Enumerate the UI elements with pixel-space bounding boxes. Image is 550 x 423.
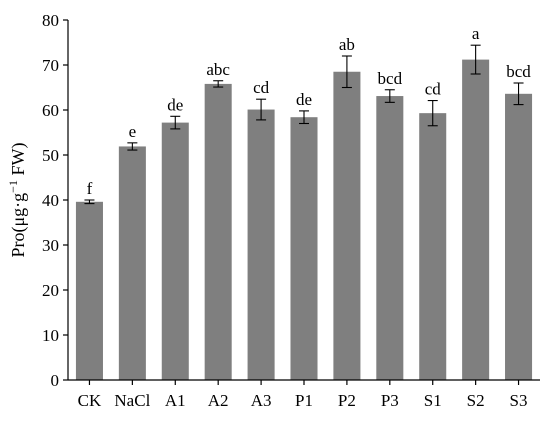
- y-tick-label-80: 80: [42, 11, 59, 30]
- x-tick-label-nacl: NaCl: [114, 391, 150, 410]
- significance-label-p2: ab: [339, 35, 355, 54]
- x-tick-label-a2: A2: [208, 391, 229, 410]
- y-axis-label-suffix: FW): [8, 143, 29, 181]
- x-tick-label-a3: A3: [251, 391, 272, 410]
- x-axis-ticks: CK NaCl A1 A2 A3 P1 P2 P3 S1 S2 S3: [78, 380, 528, 410]
- y-tick-label-50: 50: [42, 146, 59, 165]
- significance-label-p1: de: [296, 90, 312, 109]
- bar-a1: [161, 122, 189, 380]
- bar-s1: [419, 113, 447, 381]
- x-tick-label-a1: A1: [165, 391, 186, 410]
- bars-group: [75, 59, 533, 381]
- significance-label-p3: bcd: [378, 69, 403, 88]
- significance-label-a2: abc: [206, 60, 230, 79]
- y-tick-label-30: 30: [42, 236, 59, 255]
- x-tick-label-p1: P1: [295, 391, 313, 410]
- bar-ck: [75, 201, 103, 380]
- significance-label-ck: f: [87, 179, 93, 198]
- y-tick-label-10: 10: [42, 326, 59, 345]
- significance-label-s3: bcd: [506, 62, 531, 81]
- axes-group: [67, 20, 540, 381]
- x-tick-label-s1: S1: [424, 391, 442, 410]
- y-tick-label-60: 60: [42, 101, 59, 120]
- significance-label-s2: a: [472, 24, 480, 43]
- bar-a3: [247, 109, 275, 381]
- y-axis-label: Pro(μg·g−1 FW): [6, 143, 29, 258]
- bar-p3: [376, 96, 404, 381]
- bar-s3: [505, 93, 533, 381]
- x-tick-label-p3: P3: [381, 391, 399, 410]
- y-tick-label-0: 0: [51, 371, 60, 390]
- error-bars-group: [84, 44, 524, 205]
- y-axis-label-superscript: −1: [6, 180, 20, 193]
- x-tick-label-p2: P2: [338, 391, 356, 410]
- y-axis-label-text: Pro(μg·g−1 FW): [6, 143, 29, 258]
- y-tick-label-40: 40: [42, 191, 59, 210]
- y-tick-label-20: 20: [42, 281, 59, 300]
- bar-nacl: [118, 146, 146, 380]
- significance-label-a1: de: [167, 95, 183, 114]
- bar-p1: [290, 117, 318, 380]
- significance-label-nacl: e: [129, 122, 137, 141]
- y-tick-label-70: 70: [42, 56, 59, 75]
- x-tick-label-s2: S2: [467, 391, 485, 410]
- bar-s2: [462, 59, 490, 380]
- x-tick-label-ck: CK: [78, 391, 102, 410]
- significance-labels-group: f e de abc cd de ab bcd cd a bcd: [87, 24, 532, 198]
- bar-p2: [333, 71, 361, 380]
- x-tick-label-s3: S3: [510, 391, 528, 410]
- y-axis-label-main: Pro(μg·g: [8, 193, 29, 258]
- significance-label-s1: cd: [425, 80, 442, 99]
- bar-a2: [204, 83, 232, 381]
- y-axis-ticks: 0 10 20 30 40 50 60 70 80: [42, 11, 68, 390]
- significance-label-a3: cd: [253, 78, 270, 97]
